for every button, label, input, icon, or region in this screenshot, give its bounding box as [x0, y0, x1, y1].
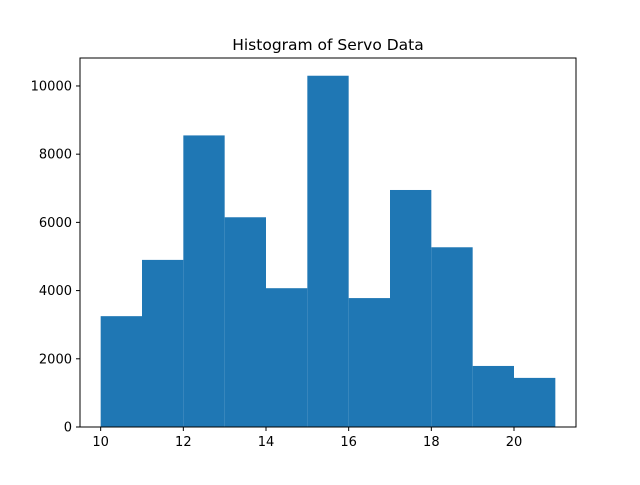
histogram-bar-7: [390, 189, 432, 427]
histogram-bar-5: [307, 75, 349, 427]
y-tick-label: 0: [64, 421, 72, 436]
histogram-bar-0: [100, 316, 142, 427]
x-tick-label: 12: [175, 435, 192, 450]
axes-frame: [79, 57, 577, 428]
bars-group: [100, 75, 556, 427]
histogram-bar-9: [472, 365, 514, 427]
histogram-bar-6: [348, 298, 390, 427]
x-tick-label: 16: [340, 435, 357, 450]
histogram-bar-10: [514, 377, 556, 427]
histogram-bar-2: [183, 135, 225, 427]
y-axis-ticks: 0 2000 4000 6000 8000 10000: [31, 79, 80, 436]
y-tick-label: 2000: [39, 352, 72, 367]
chart-title: Histogram of Servo Data: [232, 36, 424, 54]
histogram-bar-4: [266, 288, 308, 427]
x-tick-label: 14: [258, 435, 275, 450]
histogram-bar-1: [142, 259, 184, 427]
y-tick-label: 8000: [39, 148, 72, 163]
y-tick-label: 6000: [39, 216, 72, 231]
y-tick-label: 4000: [39, 284, 72, 299]
x-axis-ticks: 10 12 14 16 18 20: [92, 427, 522, 450]
x-tick-label: 18: [423, 435, 440, 450]
histogram-bar-8: [431, 247, 473, 427]
x-tick-label: 10: [92, 435, 109, 450]
y-tick-label: 10000: [31, 79, 72, 94]
x-tick-label: 20: [506, 435, 523, 450]
histogram-bar-3: [224, 217, 266, 427]
